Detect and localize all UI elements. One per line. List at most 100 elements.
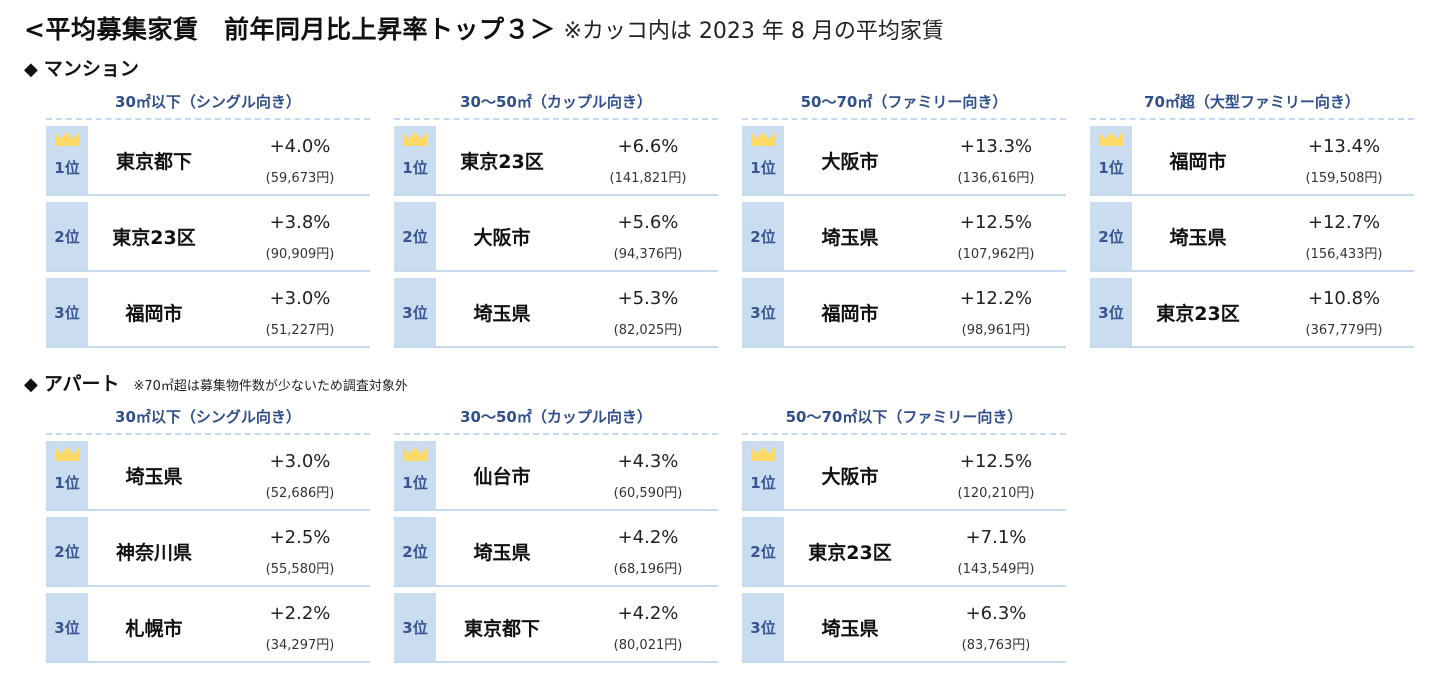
section-apart-heading: ◆ アパート ※70㎡超は募集物件数が少ないため調査対象外 bbox=[24, 369, 408, 396]
increase-rate: +3.8% bbox=[269, 212, 331, 233]
crown-icon bbox=[751, 132, 775, 146]
increase-rate: +3.0% bbox=[269, 451, 331, 472]
average-rent: (98,961円) bbox=[961, 323, 1031, 338]
average-rent: (55,580円) bbox=[265, 562, 335, 577]
values: +12.7% (156,433円) bbox=[1274, 202, 1414, 270]
rank-label: 1位 bbox=[54, 158, 80, 177]
city-name: 埼玉県 bbox=[1169, 226, 1227, 249]
rank-label: 3位 bbox=[402, 303, 428, 322]
average-rent: (141,821円) bbox=[609, 171, 687, 186]
increase-rate: +5.6% bbox=[617, 212, 679, 233]
average-rent: (52,686円) bbox=[265, 486, 335, 501]
average-rent: (367,779円) bbox=[1305, 323, 1383, 338]
average-rent: (51,227円) bbox=[265, 323, 335, 338]
rank-row: 2位 埼玉県 +12.7% (156,433円) bbox=[1090, 202, 1414, 272]
rank-row: 1位 埼玉県 +3.0% (52,686円) bbox=[46, 441, 370, 511]
city-name: 埼玉県 bbox=[473, 541, 531, 564]
dashed-divider bbox=[46, 118, 370, 120]
rank-row: 1位 大阪市 +12.5% (120,210円) bbox=[742, 441, 1066, 511]
city-name: 埼玉県 bbox=[473, 302, 531, 325]
rank-row: 3位 東京23区 +10.8% (367,779円) bbox=[1090, 278, 1414, 348]
city-name: 埼玉県 bbox=[125, 465, 183, 488]
values: +5.3% (82,025円) bbox=[578, 278, 718, 346]
increase-rate: +4.0% bbox=[269, 136, 331, 157]
values: +7.1% (143,549円) bbox=[926, 517, 1066, 585]
rank-row: 3位 埼玉県 +5.3% (82,025円) bbox=[394, 278, 718, 348]
increase-rate: +6.6% bbox=[617, 136, 679, 157]
increase-rate: +10.8% bbox=[1307, 288, 1381, 309]
rank-row: 1位 東京都下 +4.0% (59,673円) bbox=[46, 126, 370, 196]
values: +12.5% (120,210円) bbox=[926, 441, 1066, 509]
average-rent: (107,962円) bbox=[957, 247, 1035, 262]
crown-icon bbox=[1099, 132, 1123, 146]
title-note: ※カッコ内は 2023 年 8 月の平均家賃 bbox=[563, 19, 944, 44]
city-name: 東京23区 bbox=[1156, 302, 1240, 325]
rank-row: 2位 埼玉県 +4.2% (68,196円) bbox=[394, 517, 718, 587]
increase-rate: +13.4% bbox=[1307, 136, 1381, 157]
crown-icon bbox=[55, 447, 79, 461]
rank-label: 1位 bbox=[750, 473, 776, 492]
average-rent: (120,210円) bbox=[957, 486, 1035, 501]
rank-label: 3位 bbox=[54, 303, 80, 322]
increase-rate: +13.3% bbox=[959, 136, 1033, 157]
rank-cell: 1位 bbox=[46, 126, 88, 194]
dashed-divider bbox=[742, 433, 1066, 435]
rank-cell: 3位 bbox=[742, 593, 784, 661]
average-rent: (94,376円) bbox=[613, 247, 683, 262]
values: +6.3% (83,763円) bbox=[926, 593, 1066, 661]
average-rent: (60,590円) bbox=[613, 486, 683, 501]
values: +10.8% (367,779円) bbox=[1274, 278, 1414, 346]
crown-icon bbox=[55, 132, 79, 146]
increase-rate: +2.5% bbox=[269, 527, 331, 548]
rank-label: 1位 bbox=[750, 158, 776, 177]
rank-row: 3位 福岡市 +12.2% (98,961円) bbox=[742, 278, 1066, 348]
rank-cell: 2位 bbox=[46, 202, 88, 270]
values: +6.6% (141,821円) bbox=[578, 126, 718, 194]
rank-cell: 1位 bbox=[46, 441, 88, 509]
dashed-divider bbox=[394, 118, 718, 120]
rank-label: 1位 bbox=[402, 473, 428, 492]
page-title: <平均募集家賃 前年同月比上昇率トップ３＞ ※カッコ内は 2023 年 8 月の… bbox=[24, 10, 944, 46]
crown-icon bbox=[403, 447, 427, 461]
city-name: 大阪市 bbox=[821, 150, 879, 173]
apart-panel-1: 30㎡以下（シングル向き） 1位 埼玉県 +3.0% (52,686円) 2位 … bbox=[46, 405, 370, 669]
rank-row: 2位 東京23区 +3.8% (90,909円) bbox=[46, 202, 370, 272]
rank-row: 2位 神奈川県 +2.5% (55,580円) bbox=[46, 517, 370, 587]
city-name: 福岡市 bbox=[821, 302, 879, 325]
city-name: 東京都下 bbox=[115, 150, 192, 173]
increase-rate: +12.5% bbox=[959, 451, 1033, 472]
panel-header: 70㎡超（大型ファミリー向き） bbox=[1144, 93, 1360, 111]
values: +3.0% (52,686円) bbox=[230, 441, 370, 509]
city-name: 埼玉県 bbox=[821, 617, 879, 640]
rank-cell: 3位 bbox=[394, 278, 436, 346]
increase-rate: +6.3% bbox=[965, 603, 1027, 624]
dashed-divider bbox=[394, 433, 718, 435]
rank-label: 3位 bbox=[750, 303, 776, 322]
rank-cell: 1位 bbox=[1090, 126, 1132, 194]
average-rent: (156,433円) bbox=[1305, 247, 1383, 262]
increase-rate: +4.2% bbox=[617, 527, 679, 548]
diamond-icon: ◆ bbox=[24, 374, 38, 395]
average-rent: (82,025円) bbox=[613, 323, 683, 338]
apart-panel-2: 30〜50㎡（カップル向き） 1位 仙台市 +4.3% (60,590円) 2位… bbox=[394, 405, 718, 669]
average-rent: (159,508円) bbox=[1305, 171, 1383, 186]
title-main: <平均募集家賃 前年同月比上昇率トップ３＞ bbox=[24, 15, 556, 44]
values: +4.3% (60,590円) bbox=[578, 441, 718, 509]
rank-label: 2位 bbox=[54, 542, 80, 561]
rank-row: 3位 福岡市 +3.0% (51,227円) bbox=[46, 278, 370, 348]
rank-cell: 2位 bbox=[742, 517, 784, 585]
panel-header: 50〜70㎡以下（ファミリー向き） bbox=[785, 408, 1023, 426]
city-name: 福岡市 bbox=[1169, 150, 1227, 173]
increase-rate: +5.3% bbox=[617, 288, 679, 309]
rank-label: 2位 bbox=[402, 227, 428, 246]
rank-cell: 2位 bbox=[46, 517, 88, 585]
city-name: 札幌市 bbox=[125, 617, 183, 640]
rank-label: 2位 bbox=[750, 542, 776, 561]
rank-label: 3位 bbox=[402, 618, 428, 637]
values: +3.0% (51,227円) bbox=[230, 278, 370, 346]
rank-cell: 2位 bbox=[742, 202, 784, 270]
increase-rate: +2.2% bbox=[269, 603, 331, 624]
mansion-panel-4: 70㎡超（大型ファミリー向き） 1位 福岡市 +13.4% (159,508円)… bbox=[1090, 90, 1414, 354]
rank-row: 1位 東京23区 +6.6% (141,821円) bbox=[394, 126, 718, 196]
increase-rate: +3.0% bbox=[269, 288, 331, 309]
